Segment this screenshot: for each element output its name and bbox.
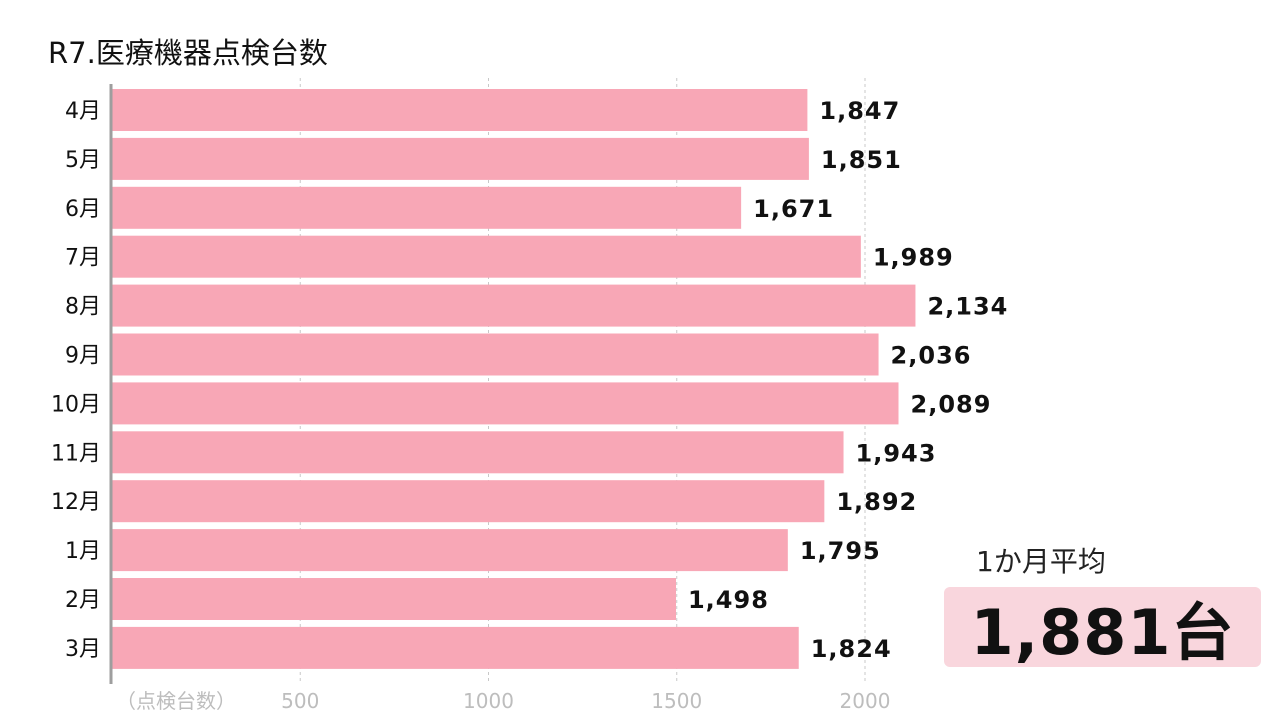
category-label: 8月 (65, 295, 101, 320)
bar (112, 333, 879, 376)
value-label: 1,795 (800, 537, 881, 565)
value-label: 2,036 (891, 342, 972, 370)
value-label: 1,671 (753, 195, 834, 223)
x-tick-label: 500 (281, 689, 319, 713)
category-label: 9月 (65, 344, 101, 369)
value-label: 1,989 (873, 244, 954, 272)
x-tick-label: 1500 (651, 689, 702, 713)
value-label: 1,892 (836, 488, 917, 516)
bar (112, 235, 861, 278)
bar (112, 137, 809, 180)
monthly-average-label: 1か月平均 (976, 545, 1106, 578)
category-label: 11月 (51, 441, 101, 466)
monthly-average-box: 1,881台 (944, 587, 1261, 669)
value-label: 2,089 (911, 390, 992, 418)
category-label: 4月 (65, 99, 101, 124)
bar (112, 431, 844, 474)
value-label: 1,851 (821, 146, 902, 174)
value-label: 1,498 (688, 586, 769, 614)
value-label: 1,847 (819, 97, 900, 125)
category-label: 7月 (65, 246, 101, 271)
category-label: 12月 (51, 490, 101, 515)
x-tick-label: 1000 (463, 689, 514, 713)
x-axis-label: （点検台数） (116, 689, 236, 713)
chart-title: R7.医療機器点検台数 (48, 36, 328, 70)
category-label: 3月 (65, 637, 101, 662)
value-label: 1,824 (811, 635, 892, 663)
bar (112, 284, 916, 327)
bar (112, 382, 899, 425)
bar (112, 186, 742, 229)
value-label: 1,943 (856, 439, 937, 467)
category-label: 5月 (65, 148, 101, 173)
x-tick-label: 2000 (840, 689, 891, 713)
category-label: 1月 (65, 539, 101, 564)
monthly-average-value: 1,881台 (970, 596, 1235, 669)
bar (112, 626, 799, 669)
category-label: 6月 (65, 197, 101, 222)
bar (112, 89, 808, 131)
category-label: 2月 (65, 588, 101, 613)
bar (112, 578, 676, 620)
bar (112, 480, 825, 523)
bar (112, 529, 788, 572)
category-label: 10月 (51, 392, 101, 417)
value-label: 2,134 (927, 293, 1008, 321)
